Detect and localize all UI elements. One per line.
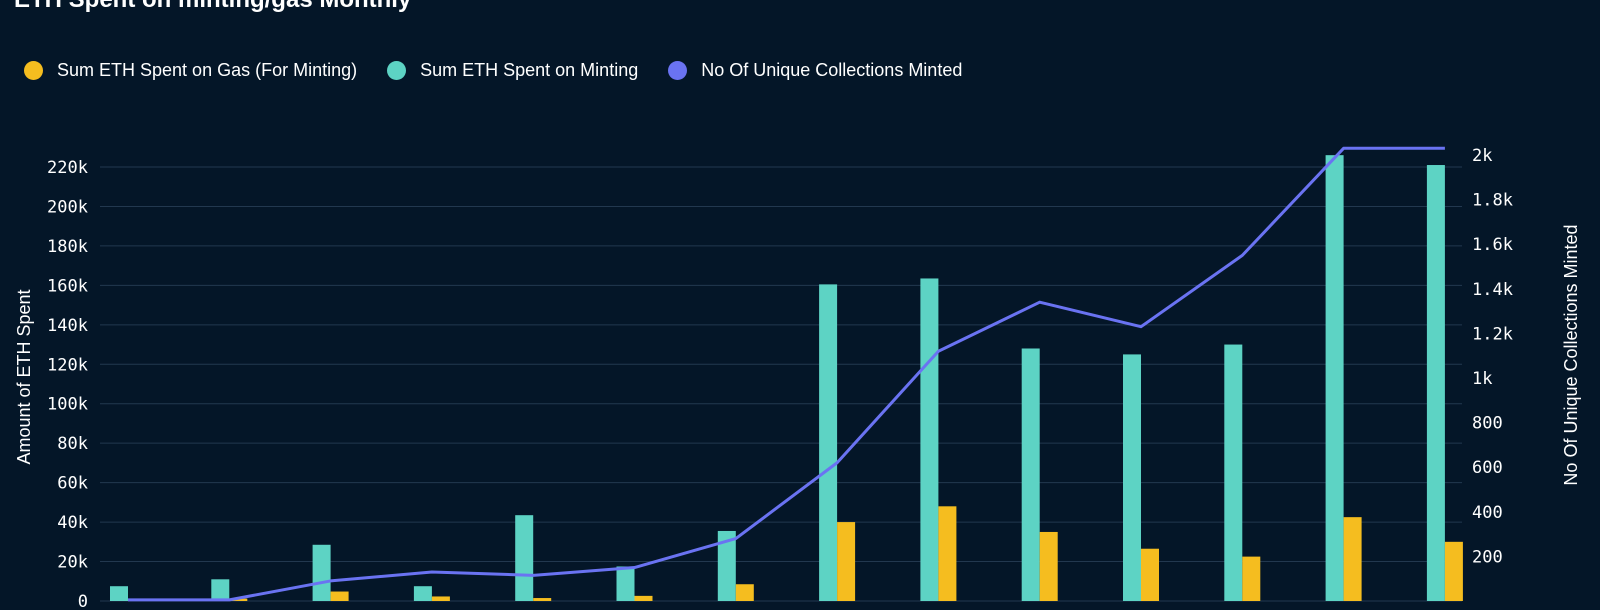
y2-tick-label: 200 xyxy=(1472,547,1503,567)
y-tick-label: 180k xyxy=(47,237,88,257)
bar-minting[interactable] xyxy=(616,566,635,601)
legend-swatch-minting xyxy=(387,61,407,80)
y2-tick-label: 2k xyxy=(1472,146,1492,166)
legend-item-minting[interactable]: Sum ETH Spent on Minting xyxy=(387,60,638,81)
legend-label-gas: Sum ETH Spent on Gas (For Minting) xyxy=(57,60,358,80)
bar-minting[interactable] xyxy=(211,579,230,601)
y-tick-label: 40k xyxy=(57,513,88,533)
gridlines xyxy=(100,166,1462,602)
right-axis-ticks: 200 400 600 800 1k 1.2k 1.4k 1.6k 1.8k 2k xyxy=(1472,146,1513,567)
chart-title: ETH Spent on minting/gas Monthly xyxy=(14,0,411,14)
bar-minting[interactable] xyxy=(312,544,331,601)
y2-tick-label: 800 xyxy=(1472,414,1503,434)
bar-minting[interactable] xyxy=(1021,348,1040,601)
bar-minting[interactable] xyxy=(1325,155,1344,601)
bar-minting[interactable] xyxy=(1123,354,1141,601)
y2-tick-label: 1.2k xyxy=(1472,324,1513,344)
y-tick-label: 160k xyxy=(47,276,88,296)
y-tick-label: 100k xyxy=(47,395,88,415)
y-tick-label: 120k xyxy=(47,355,88,375)
legend-swatch-gas xyxy=(24,61,43,80)
bar-minting[interactable] xyxy=(1224,344,1243,601)
bar-gas[interactable] xyxy=(1444,541,1463,601)
bar-gas[interactable] xyxy=(533,598,552,601)
y2-tick-label: 1.6k xyxy=(1472,235,1513,255)
bar-gas[interactable] xyxy=(938,506,957,601)
bar-minting[interactable] xyxy=(920,278,939,601)
bar-gas[interactable] xyxy=(229,598,248,601)
y-tick-label: 200k xyxy=(47,197,88,217)
y2-tick-label: 1k xyxy=(1472,369,1492,389)
y-tick-label: 140k xyxy=(47,316,88,336)
y-tick-label: 80k xyxy=(57,434,88,454)
legend-swatch-collections xyxy=(668,61,688,80)
legend-item-gas[interactable]: Sum ETH Spent on Gas (For Minting) xyxy=(24,60,357,81)
line-collections-minted[interactable] xyxy=(128,146,1445,602)
bar-minting[interactable] xyxy=(515,515,534,601)
bar-gas[interactable] xyxy=(330,591,349,601)
bar-minting[interactable] xyxy=(819,284,838,601)
bar-gas[interactable] xyxy=(1343,517,1362,601)
bar-gas[interactable] xyxy=(634,595,653,601)
legend-item-collections[interactable]: No Of Unique Collections Minted xyxy=(668,60,962,81)
y-tick-label: 220k xyxy=(47,158,88,178)
bar-minting[interactable] xyxy=(717,530,736,601)
bar-gas[interactable] xyxy=(431,596,450,601)
bar-gas[interactable] xyxy=(1242,556,1261,601)
bar-gas[interactable] xyxy=(1039,531,1058,601)
y-tick-label: 0 xyxy=(78,592,88,610)
legend-label-minting: Sum ETH Spent on Minting xyxy=(420,60,639,80)
bar-minting[interactable] xyxy=(110,586,128,601)
y2-tick-label: 1.8k xyxy=(1472,191,1513,211)
y2-tick-label: 400 xyxy=(1472,503,1503,523)
y2-axis-title: No Of Unique Collections Minted xyxy=(1561,224,1581,485)
bar-gas[interactable] xyxy=(735,584,754,601)
y-tick-label: 20k xyxy=(57,553,88,573)
y2-tick-label: 1.4k xyxy=(1472,280,1513,300)
legend-label-collections: No Of Unique Collections Minted xyxy=(701,60,963,80)
y-axis-title: Amount of ETH Spent xyxy=(14,289,34,464)
bar-minting[interactable] xyxy=(413,586,432,601)
left-axis-ticks: 0 20k 40k 60k 80k 100k 120k 140k 160k 180k 200k 220… xyxy=(47,158,88,610)
legend: Sum ETH Spent on Gas (For Minting) Sum E… xyxy=(24,60,992,81)
y-tick-label: 60k xyxy=(57,474,88,494)
bar-gas[interactable] xyxy=(837,522,856,601)
y2-tick-label: 600 xyxy=(1472,458,1503,478)
bar-gas[interactable] xyxy=(1141,548,1159,601)
bar-minting[interactable] xyxy=(1426,165,1445,601)
line-series xyxy=(127,146,1445,602)
bars xyxy=(110,155,1463,601)
